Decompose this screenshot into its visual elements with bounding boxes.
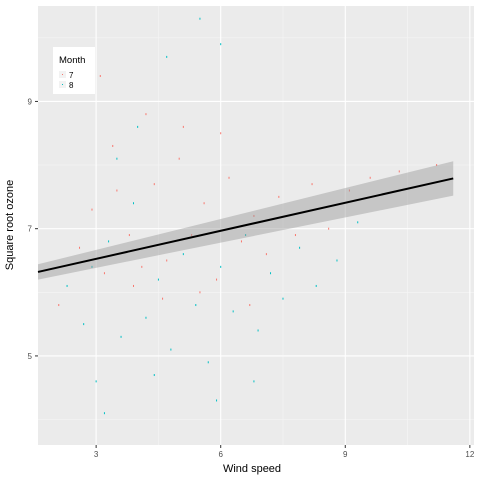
data-point-month-8 bbox=[232, 310, 234, 313]
data-point-month-7 bbox=[128, 234, 130, 237]
data-point-month-8 bbox=[137, 125, 139, 128]
data-point-month-8 bbox=[116, 157, 118, 160]
data-point-month-7 bbox=[311, 183, 313, 186]
data-point-month-8 bbox=[83, 323, 85, 326]
data-point-month-7 bbox=[191, 234, 193, 237]
data-point-month-7 bbox=[203, 202, 205, 205]
trend-layer bbox=[37, 161, 454, 280]
data-point-month-8 bbox=[220, 265, 222, 268]
panel-background bbox=[38, 6, 474, 445]
data-point-month-7 bbox=[162, 297, 164, 300]
data-point-month-7 bbox=[112, 144, 114, 147]
data-point-month-7 bbox=[79, 246, 81, 249]
data-point-month-7 bbox=[436, 164, 438, 167]
data-point-month-7 bbox=[249, 304, 251, 307]
data-point-month-7 bbox=[216, 278, 218, 281]
data-point-month-8 bbox=[207, 361, 209, 364]
legend: Month 7 8 bbox=[53, 47, 95, 94]
data-point-month-7 bbox=[166, 259, 168, 262]
data-point-month-8 bbox=[216, 399, 218, 402]
data-point-month-8 bbox=[153, 374, 155, 377]
data-point-month-7 bbox=[103, 272, 105, 275]
data-point-month-8 bbox=[182, 253, 184, 256]
data-point-month-7 bbox=[91, 208, 93, 211]
x-tick-label: 12 bbox=[465, 450, 474, 459]
data-point-month-8 bbox=[108, 240, 110, 243]
data-point-month-8 bbox=[195, 304, 197, 307]
data-point-month-8 bbox=[299, 246, 301, 249]
data-point-month-7 bbox=[116, 189, 118, 192]
data-point-month-7 bbox=[328, 227, 330, 230]
y-axis-title: Square root ozone bbox=[4, 180, 16, 271]
data-point-month-7 bbox=[265, 253, 267, 256]
data-point-month-8 bbox=[253, 380, 255, 383]
data-point-month-8 bbox=[95, 380, 97, 383]
legend-title: Month bbox=[59, 55, 85, 66]
x-tick-label: 6 bbox=[218, 450, 223, 459]
data-point-month-8 bbox=[315, 284, 317, 287]
data-point-month-7 bbox=[228, 176, 230, 179]
data-point-month-7 bbox=[398, 170, 400, 173]
data-point-month-7 bbox=[153, 183, 155, 186]
data-point-month-7 bbox=[182, 125, 184, 128]
x-tick-label: 9 bbox=[343, 450, 348, 459]
data-point-month-8 bbox=[199, 17, 201, 20]
data-point-month-8 bbox=[257, 329, 259, 332]
x-tick-label: 3 bbox=[94, 450, 99, 459]
data-point-month-7 bbox=[240, 240, 242, 243]
x-axis-title: Wind speed bbox=[223, 463, 281, 475]
data-point-month-7 bbox=[294, 234, 296, 237]
data-point-month-8 bbox=[282, 297, 284, 300]
data-point-month-8 bbox=[145, 316, 147, 319]
data-point-month-7 bbox=[220, 132, 222, 135]
data-point-month-8 bbox=[357, 221, 359, 224]
confidence-band bbox=[38, 161, 454, 280]
data-point-month-7 bbox=[348, 189, 350, 192]
data-point-month-8 bbox=[220, 43, 222, 46]
data-point-month-8 bbox=[91, 265, 93, 268]
data-point-month-8 bbox=[66, 284, 68, 287]
data-point-month-8 bbox=[245, 234, 247, 237]
data-point-month-7 bbox=[99, 74, 101, 77]
trend-line bbox=[37, 177, 454, 273]
data-point-month-8 bbox=[336, 259, 338, 262]
data-points bbox=[58, 17, 438, 415]
data-point-month-7 bbox=[178, 157, 180, 160]
data-point-month-7 bbox=[141, 265, 143, 268]
data-point-month-7 bbox=[58, 304, 60, 307]
y-tick-label: 7 bbox=[28, 225, 33, 234]
data-point-month-8 bbox=[133, 202, 135, 205]
data-point-month-7 bbox=[278, 195, 280, 198]
legend-label-8: 8 bbox=[69, 81, 74, 90]
data-point-month-7 bbox=[145, 113, 147, 116]
axis-ticks: 3 6 9 12 5 7 9 bbox=[28, 97, 475, 459]
data-point-month-8 bbox=[103, 412, 105, 415]
grid-lines bbox=[38, 6, 474, 445]
data-point-month-8 bbox=[270, 272, 272, 275]
y-tick-label: 5 bbox=[28, 352, 33, 361]
data-point-month-8 bbox=[170, 348, 172, 351]
data-point-month-8 bbox=[157, 278, 159, 281]
data-point-month-8 bbox=[166, 55, 168, 58]
legend-label-7: 7 bbox=[69, 71, 74, 80]
data-point-month-7 bbox=[133, 284, 135, 287]
legend-swatch-7 bbox=[62, 74, 63, 75]
data-point-month-7 bbox=[199, 291, 201, 294]
data-point-month-7 bbox=[253, 214, 255, 217]
data-point-month-8 bbox=[120, 335, 122, 338]
data-point-month-7 bbox=[369, 176, 371, 179]
legend-swatch-8 bbox=[62, 84, 63, 85]
y-tick-label: 9 bbox=[28, 97, 33, 106]
